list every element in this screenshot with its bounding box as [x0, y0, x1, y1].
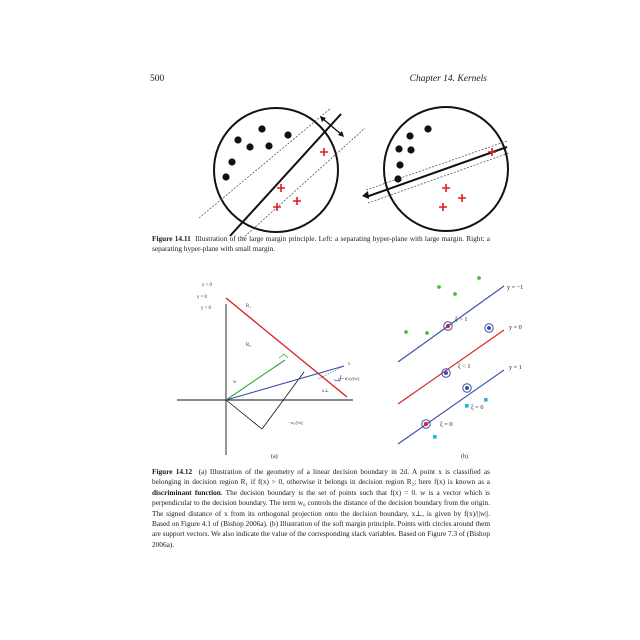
label-y-1: y = 1	[509, 364, 522, 371]
label-w0: −w₀/||w||	[288, 420, 303, 425]
label-xi-gt1: ξ > 1	[455, 316, 467, 323]
decision-line-y-0	[397, 329, 505, 405]
label-xi-0-upper: ξ = 0	[471, 404, 483, 411]
boundary-distance-line	[261, 371, 305, 430]
x-vector	[225, 365, 345, 401]
margin-line-lower	[240, 127, 366, 240]
decision-boundary	[225, 297, 348, 398]
figure-label: Figure 14.12	[152, 467, 193, 476]
label-R2: R₂	[246, 343, 251, 348]
figure-14-11	[198, 106, 510, 240]
label-y-lt0: y < 0	[201, 306, 212, 311]
panel-a-geometry: y > 0 y = 0 y < 0 R₁ R₂ x w x⊥ y = f(x)/…	[177, 283, 359, 460]
right-angle-marker	[333, 374, 342, 382]
margin-arrow	[321, 117, 343, 136]
class-1-points	[394, 125, 432, 183]
panel-b-soft-margin: y = −1 y = 0 y = 1 ξ > 1 ξ < 1 ξ = 0 ξ =…	[397, 276, 523, 460]
label-x-perp: x⊥	[322, 388, 329, 394]
boundary-distance-line	[225, 399, 263, 430]
panel-a-sublabel: (a)	[271, 453, 278, 460]
margin-line-upper	[198, 107, 332, 219]
caption-text-continued: . The decision boundary is the set of po…	[152, 487, 490, 549]
large-margin-panel	[198, 107, 366, 240]
label-R1: R₁	[246, 304, 251, 309]
label-x: x	[348, 362, 351, 367]
arrowhead-icon	[362, 191, 369, 199]
figure-14-12: y > 0 y = 0 y < 0 R₁ R₂ x w x⊥ y = f(x)/…	[177, 276, 523, 460]
margin-line-lower	[367, 152, 510, 204]
enclosing-circle	[213, 107, 339, 233]
margin-line-y-1	[397, 369, 505, 445]
w-vector	[225, 359, 286, 401]
margin-line-y-minus-1	[397, 285, 505, 363]
margin-line-upper	[365, 140, 508, 191]
label-xi-0-lower: ξ = 0	[440, 421, 452, 428]
label-y-gt0: y > 0	[202, 283, 213, 288]
page-number: 500	[150, 74, 165, 84]
caption-bold-term: discriminant function	[152, 487, 221, 497]
figure-14-11-caption: Figure 14.11 Illustration of the large m…	[152, 234, 490, 255]
caption-text: Illustration of the large margin princip…	[152, 234, 490, 254]
label-y-0: y = 0	[509, 324, 522, 331]
label-signed-distance: y = f(x)/||w||	[338, 376, 359, 381]
class-2-points	[273, 148, 328, 211]
label-xi-lt1: ξ < 1	[458, 363, 470, 370]
caption-text: (a) Illustration of the geometry of a li…	[152, 467, 490, 487]
figure-label: Figure 14.11	[152, 234, 191, 243]
figure-14-12-caption: Figure 14.12 (a) Illustration of the geo…	[152, 467, 490, 550]
label-w: w	[233, 380, 237, 385]
running-header-chapter: Chapter 14. Kernels	[409, 74, 487, 84]
right-angle-marker	[278, 353, 289, 359]
class-1-points	[404, 276, 481, 335]
distance-projection	[317, 365, 345, 380]
class-2-points	[433, 398, 488, 439]
label-y-eq0: y = 0	[197, 295, 208, 300]
class-1-points	[222, 125, 292, 181]
enclosing-circle	[383, 106, 509, 232]
panel-b-sublabel: (b)	[461, 453, 468, 460]
separating-hyperplane	[365, 146, 508, 198]
class-2-points	[439, 148, 496, 211]
small-margin-panel	[362, 106, 510, 232]
separating-hyperplane	[229, 113, 342, 237]
support-vectors	[421, 321, 494, 429]
arrowhead-icon	[320, 116, 326, 122]
arrowhead-icon	[338, 131, 344, 137]
label-y-minus-1: y = −1	[507, 284, 523, 291]
